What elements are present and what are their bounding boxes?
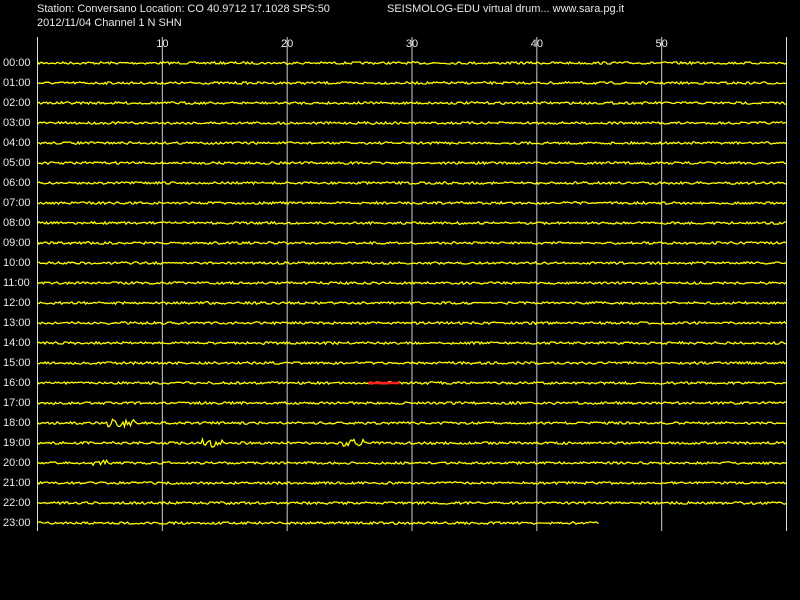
hour-label: 18:00 bbox=[3, 417, 31, 429]
hour-label: 00:00 bbox=[3, 57, 31, 69]
trace bbox=[37, 160, 787, 166]
hour-label: 08:00 bbox=[3, 217, 31, 229]
x-tick-label: 50 bbox=[656, 38, 668, 50]
program-info: SEISMOLOG-EDU virtual drum... www.sara.p… bbox=[387, 3, 624, 15]
trace bbox=[37, 180, 787, 186]
hour-label: 06:00 bbox=[3, 177, 31, 189]
trace bbox=[37, 400, 787, 406]
trace bbox=[37, 100, 787, 106]
trace bbox=[37, 80, 787, 86]
date-channel: 2012/11/04 Channel 1 N SHN bbox=[37, 17, 182, 29]
trace bbox=[36, 480, 787, 486]
x-tick-label: 30 bbox=[406, 38, 418, 50]
hour-label: 10:00 bbox=[3, 257, 31, 269]
x-tick-label: 20 bbox=[281, 38, 293, 50]
hour-label: 05:00 bbox=[3, 157, 31, 169]
trace bbox=[37, 280, 787, 286]
trace bbox=[37, 340, 787, 346]
trace bbox=[37, 458, 787, 467]
trace bbox=[37, 520, 599, 526]
trace bbox=[36, 240, 787, 246]
trace bbox=[37, 260, 787, 266]
hour-label: 11:00 bbox=[3, 277, 30, 289]
x-tick-label: 10 bbox=[156, 38, 168, 50]
hour-label: 23:00 bbox=[3, 517, 31, 529]
trace bbox=[37, 120, 787, 126]
station-info: Station: Conversano Location: CO 40.9712… bbox=[37, 3, 330, 15]
trace bbox=[37, 220, 786, 226]
hour-label: 07:00 bbox=[3, 197, 31, 209]
hour-label: 20:00 bbox=[3, 457, 31, 469]
trace bbox=[36, 60, 787, 66]
hour-label: 13:00 bbox=[3, 317, 31, 329]
trace bbox=[37, 200, 787, 206]
trace bbox=[37, 300, 787, 306]
hour-label: 19:00 bbox=[3, 437, 31, 449]
hour-label: 17:00 bbox=[3, 397, 31, 409]
hour-label: 16:00 bbox=[3, 377, 31, 389]
hour-label: 12:00 bbox=[3, 297, 31, 309]
trace bbox=[37, 360, 787, 366]
trace bbox=[37, 436, 787, 448]
hour-label: 22:00 bbox=[3, 497, 31, 509]
hour-label: 21:00 bbox=[3, 477, 31, 489]
hour-label: 01:00 bbox=[3, 77, 31, 89]
hour-label: 02:00 bbox=[3, 97, 31, 109]
x-tick-label: 40 bbox=[531, 38, 543, 50]
hour-label: 09:00 bbox=[3, 237, 31, 249]
hour-label: 15:00 bbox=[3, 357, 31, 369]
hour-label: 04:00 bbox=[3, 137, 31, 149]
trace bbox=[37, 380, 787, 386]
trace bbox=[37, 418, 787, 429]
trace bbox=[37, 320, 787, 326]
hour-label: 14:00 bbox=[3, 337, 31, 349]
hour-label: 03:00 bbox=[3, 117, 31, 129]
trace bbox=[37, 500, 787, 506]
trace bbox=[37, 140, 787, 146]
